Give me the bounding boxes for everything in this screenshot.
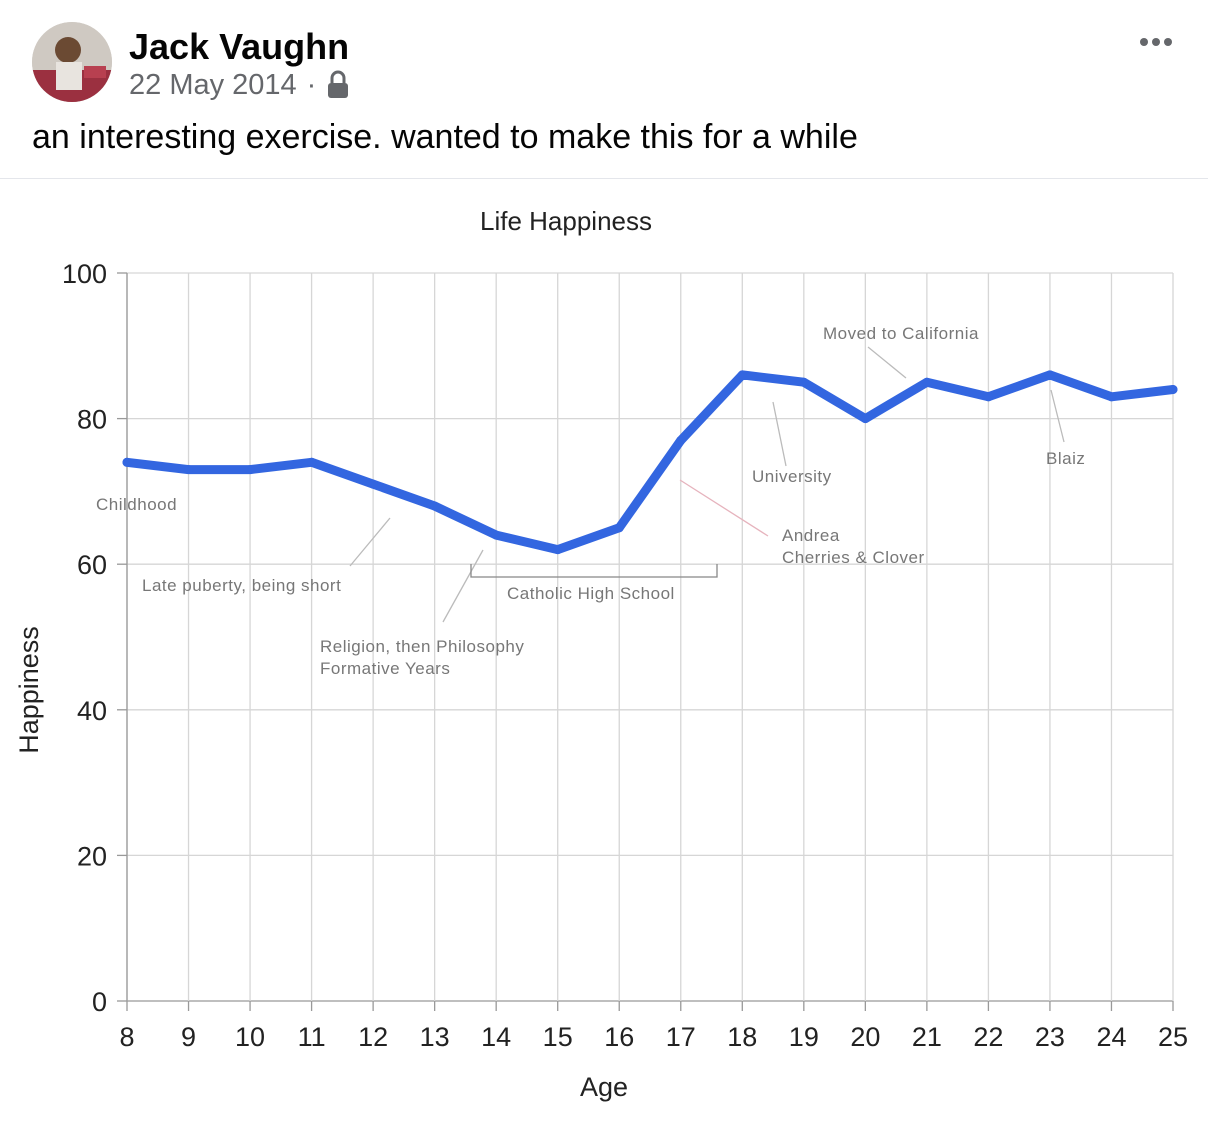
annotation-leader <box>679 479 769 537</box>
annotation-formative: Formative Years <box>320 659 450 678</box>
post-meta: 22 May 2014 · <box>129 68 350 102</box>
annotation-leader <box>349 517 391 567</box>
x-tick-label: 11 <box>298 1022 326 1052</box>
post-date[interactable]: 22 May 2014 <box>129 68 297 101</box>
y-tick-label: 80 <box>77 405 107 435</box>
data-point <box>1045 370 1055 380</box>
post-header: Jack Vaughn 22 May 2014 · an interesting… <box>0 0 1208 178</box>
x-tick-label: 18 <box>727 1022 757 1052</box>
data-point <box>676 435 686 445</box>
x-tick-label: 9 <box>181 1022 196 1052</box>
x-tick-label: 17 <box>666 1022 696 1052</box>
data-point <box>184 465 194 475</box>
x-tick-label: 21 <box>912 1022 942 1052</box>
data-point <box>983 392 993 402</box>
x-tick-label: 19 <box>789 1022 819 1052</box>
post-text: an interesting exercise. wanted to make … <box>32 118 858 156</box>
x-tick-label: 10 <box>235 1022 265 1052</box>
more-options-icon <box>1140 38 1172 46</box>
annotation-cherries: Cherries & Clover <box>782 548 925 567</box>
data-point <box>614 523 624 533</box>
annotation-blaiz: Blaiz <box>1046 449 1085 468</box>
annotation-university: University <box>752 467 832 486</box>
author-name[interactable]: Jack Vaughn <box>129 26 350 67</box>
data-point <box>368 479 378 489</box>
divider <box>0 178 1208 179</box>
data-point <box>737 370 747 380</box>
y-tick-label: 40 <box>77 696 107 726</box>
y-tick-label: 20 <box>77 841 107 871</box>
chart-axes: 0 20 40 60 80 100 8 9 10 11 12 13 14 15 16 17 18 19 20 21 22… <box>62 259 1188 1052</box>
x-tick-label: 23 <box>1035 1022 1065 1052</box>
happiness-points <box>122 370 1178 555</box>
x-tick-label: 22 <box>973 1022 1003 1052</box>
chart-annotations: Childhood Late puberty, being short Religi… <box>96 324 1085 678</box>
lock-icon <box>326 70 350 100</box>
line-chart: Life Happiness 0 20 40 60 80 100 8 9 10 11 12 13 14 1… <box>14 206 1188 1102</box>
annotation-leader <box>1050 389 1065 443</box>
x-axis-label: Age <box>580 1072 628 1102</box>
data-point <box>799 377 809 387</box>
data-point <box>491 530 501 540</box>
x-tick-label: 25 <box>1158 1022 1188 1052</box>
x-tick-label: 20 <box>850 1022 880 1052</box>
x-tick-label: 13 <box>420 1022 450 1052</box>
x-tick-label: 12 <box>358 1022 388 1052</box>
data-point <box>553 545 563 555</box>
y-tick-label: 60 <box>77 550 107 580</box>
data-point <box>307 457 317 467</box>
y-tick-label: 100 <box>62 259 107 289</box>
annotation-catholic: Catholic High School <box>507 584 675 603</box>
data-point <box>1106 392 1116 402</box>
annotation-leader <box>442 549 484 623</box>
annotation-childhood: Childhood <box>96 495 177 514</box>
x-tick-label: 8 <box>119 1022 134 1052</box>
annotation-california: Moved to California <box>823 324 979 343</box>
data-point <box>430 501 440 511</box>
chart-title: Life Happiness <box>480 206 652 236</box>
avatar[interactable] <box>32 22 112 102</box>
annotation-religion: Religion, then Philosophy <box>320 637 524 656</box>
annotation-andrea: Andrea <box>782 526 840 545</box>
data-point <box>860 414 870 424</box>
x-tick-label: 15 <box>543 1022 573 1052</box>
chart-image[interactable]: Life Happiness 0 20 40 60 80 100 8 9 10 11 12 13 14 1… <box>0 180 1208 1125</box>
annotation-bracket <box>470 564 718 578</box>
x-tick-label: 24 <box>1096 1022 1126 1052</box>
data-point <box>122 457 132 467</box>
y-axis-label: Happiness <box>14 626 44 754</box>
data-point <box>922 377 932 387</box>
y-tick-label: 0 <box>92 987 107 1017</box>
more-options-button[interactable] <box>1136 28 1176 56</box>
x-tick-label: 14 <box>481 1022 511 1052</box>
annotation-leader <box>867 346 907 379</box>
data-point <box>245 465 255 475</box>
happiness-line <box>122 370 1178 555</box>
annotation-puberty: Late puberty, being short <box>142 576 341 595</box>
annotation-leader <box>772 401 787 467</box>
avatar-photo <box>32 22 112 102</box>
meta-separator: · <box>306 68 317 101</box>
x-tick-label: 16 <box>604 1022 634 1052</box>
data-point <box>1168 384 1178 394</box>
